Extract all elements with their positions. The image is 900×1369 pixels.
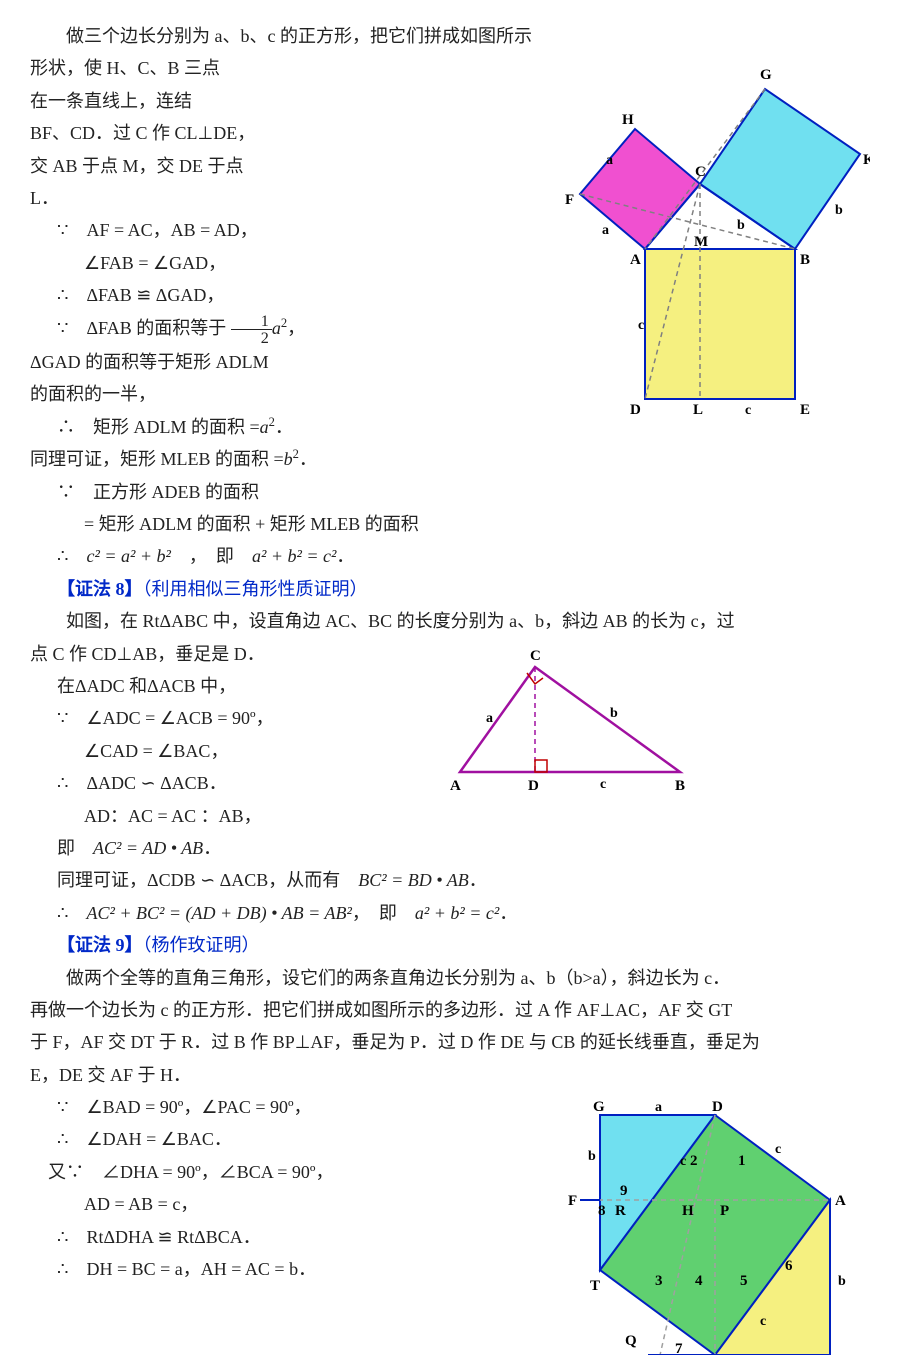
p7-l9a: ∵ ΔFAB 的面积等于: [57, 318, 226, 338]
method8-sub: （利用相似三角形性质证明）: [143, 579, 368, 599]
lbl-M: M: [694, 234, 708, 250]
frac-half: 1 2: [231, 313, 272, 346]
proof7-figure: G H K F C A B M D E L a a b b c c: [560, 24, 870, 424]
lbl-B: B: [675, 778, 685, 792]
lbl-a2: a: [602, 223, 609, 238]
square-c: [645, 249, 795, 399]
lP: P: [720, 1203, 729, 1219]
rt-D: [535, 760, 547, 772]
lbl-a1: a: [606, 153, 613, 168]
lD: D: [712, 1099, 723, 1115]
lA: A: [835, 1193, 846, 1209]
r6: 6: [785, 1258, 793, 1274]
method8-heading: 【证法 8】（利用相似三角形性质证明）: [30, 573, 880, 605]
square-a: [580, 129, 700, 249]
lbl-C: C: [530, 648, 541, 664]
m8-l8: 即 AC² = AD • AB．: [30, 832, 880, 864]
m8-l10: ∴ AC² + BC² = (AD + DB) • AB = AB²， 即 a²…: [30, 897, 880, 929]
lF: F: [568, 1193, 577, 1209]
r3: 3: [655, 1273, 663, 1289]
p7-l14: ∵ 正方形 ADEB 的面积: [30, 476, 880, 508]
lbl-L: L: [693, 402, 703, 414]
method8-title: 【证法 8】: [57, 579, 143, 599]
lbl-b: b: [610, 706, 618, 721]
e-c3: c: [760, 1314, 766, 1329]
e-c1: c: [775, 1142, 781, 1157]
lbl-G: G: [760, 67, 772, 83]
m9-l2: 再做一个边长为 c 的正方形．把它们拼成如图所示的多边形．过 A 作 AF⊥AC…: [30, 994, 880, 1026]
e-a1: a: [655, 1100, 662, 1115]
lbl-H: H: [622, 112, 634, 128]
lbl-K: K: [863, 152, 870, 168]
proof8-figure: C A B D a b c: [440, 642, 700, 802]
r5: 5: [740, 1273, 748, 1289]
m8-l9: 同理可证，ΔCDB ∽ ΔACB，从而有 BC² = BD • AB．: [30, 864, 880, 896]
lbl-E: E: [800, 402, 810, 414]
r1: 1: [738, 1153, 746, 1169]
lbl-B: B: [800, 252, 810, 268]
lG: G: [593, 1099, 605, 1115]
m9-l1: 做两个全等的直角三角形，设它们的两条直角边长分别为 a、b（b>a），斜边长为 …: [30, 962, 880, 994]
method9-sub: （杨作玫证明）: [143, 935, 260, 955]
m8-l7: AD：AC = AC ：AB，: [30, 800, 880, 832]
triangle: [460, 667, 680, 772]
lR: R: [615, 1203, 626, 1219]
lbl-b1: b: [737, 218, 745, 233]
lbl-C: C: [695, 164, 706, 180]
square-b: [700, 89, 860, 249]
lQ: Q: [625, 1333, 637, 1349]
lbl-D: D: [528, 778, 539, 792]
e-b2: b: [838, 1274, 846, 1289]
m9-l4: E，DE 交 AF 于 H．: [30, 1059, 880, 1091]
r4: 4: [695, 1273, 703, 1289]
lbl-c2: c: [745, 403, 751, 414]
lbl-a: a: [486, 711, 493, 726]
method9-title: 【证法 9】: [57, 935, 143, 955]
lbl-D: D: [630, 402, 641, 414]
r9: 9: [620, 1183, 628, 1199]
p7-l13: 同理可证，矩形 MLEB 的面积 =b2．: [30, 443, 880, 475]
lbl-F: F: [565, 192, 574, 208]
lT: T: [590, 1278, 600, 1294]
p7-l16: ∴ c² = a² + b² ， 即 a² + b² = c²．: [30, 540, 880, 572]
r7: 7: [675, 1341, 683, 1355]
lbl-c: c: [600, 777, 606, 792]
lH: H: [682, 1203, 694, 1219]
proof9-figure: G D A F T R H P Q E B C a b c c b c a 1 …: [560, 1095, 860, 1365]
lbl-A: A: [450, 778, 461, 792]
r8: 8: [598, 1203, 606, 1219]
method9-heading: 【证法 9】（杨作玫证明）: [30, 929, 880, 961]
r2: 2: [690, 1153, 698, 1169]
lbl-b2: b: [835, 203, 843, 218]
e-b1: b: [588, 1149, 596, 1164]
m8-l1: 如图，在 RtΔABC 中，设直角边 AC、BC 的长度分别为 a、b，斜边 A…: [30, 605, 880, 637]
lbl-A: A: [630, 252, 641, 268]
lbl-c1: c: [638, 318, 644, 333]
m9-l3: 于 F，AF 交 DT 于 R．过 B 作 BP⊥AF，垂足为 P．过 D 作 …: [30, 1026, 880, 1058]
e-c2: c: [680, 1154, 686, 1169]
p7-l15: = 矩形 ADLM 的面积 + 矩形 MLEB 的面积: [30, 508, 880, 540]
